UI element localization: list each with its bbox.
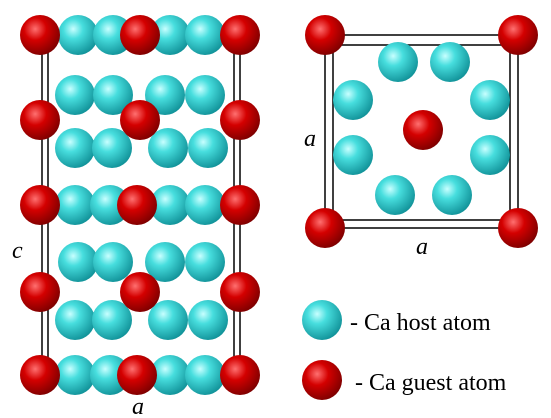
guest-atom — [498, 15, 538, 55]
host-atom — [375, 175, 415, 215]
axis-label: a — [132, 394, 144, 418]
guest-atom — [305, 15, 345, 55]
guest-atom — [120, 15, 160, 55]
guest-atom — [220, 355, 260, 395]
guest-atom — [20, 185, 60, 225]
host-atom — [58, 242, 98, 282]
host-atom — [378, 42, 418, 82]
host-atom — [470, 80, 510, 120]
legend-host-atom — [302, 300, 342, 340]
legend-text: - Ca host atom — [350, 310, 491, 336]
axis-label: a — [416, 234, 428, 260]
guest-atom — [117, 185, 157, 225]
legend-guest-atom — [302, 360, 342, 400]
guest-atom — [220, 15, 260, 55]
host-atom — [333, 135, 373, 175]
guest-atom — [498, 208, 538, 248]
host-atom — [55, 300, 95, 340]
host-atom — [93, 242, 133, 282]
atoms — [20, 15, 538, 395]
guest-atom — [20, 15, 60, 55]
guest-atom — [220, 185, 260, 225]
host-atom — [185, 185, 225, 225]
host-atom — [432, 175, 472, 215]
guest-atom — [20, 355, 60, 395]
host-atom — [185, 355, 225, 395]
guest-atom — [120, 272, 160, 312]
host-atom — [55, 185, 95, 225]
host-atom — [55, 128, 95, 168]
guest-atom — [20, 100, 60, 140]
host-atom — [55, 355, 95, 395]
guest-atom — [305, 208, 345, 248]
host-atom — [185, 242, 225, 282]
host-atom — [430, 42, 470, 82]
guest-atom — [220, 272, 260, 312]
host-atom — [470, 135, 510, 175]
guest-atom — [20, 272, 60, 312]
axis-label: c — [12, 238, 23, 264]
host-atom — [188, 128, 228, 168]
crystal-diagram: c a a a - Ca host atom - Ca guest atom — [0, 0, 551, 418]
host-atom — [58, 15, 98, 55]
guest-atom — [403, 110, 443, 150]
host-atom — [188, 300, 228, 340]
guest-atom — [120, 100, 160, 140]
host-atom — [55, 75, 95, 115]
host-atom — [185, 75, 225, 115]
guest-atom — [220, 100, 260, 140]
axis-label: a — [304, 126, 316, 152]
guest-atom — [117, 355, 157, 395]
host-atom — [333, 80, 373, 120]
host-atom — [185, 15, 225, 55]
legend-text: - Ca guest atom — [355, 370, 507, 396]
